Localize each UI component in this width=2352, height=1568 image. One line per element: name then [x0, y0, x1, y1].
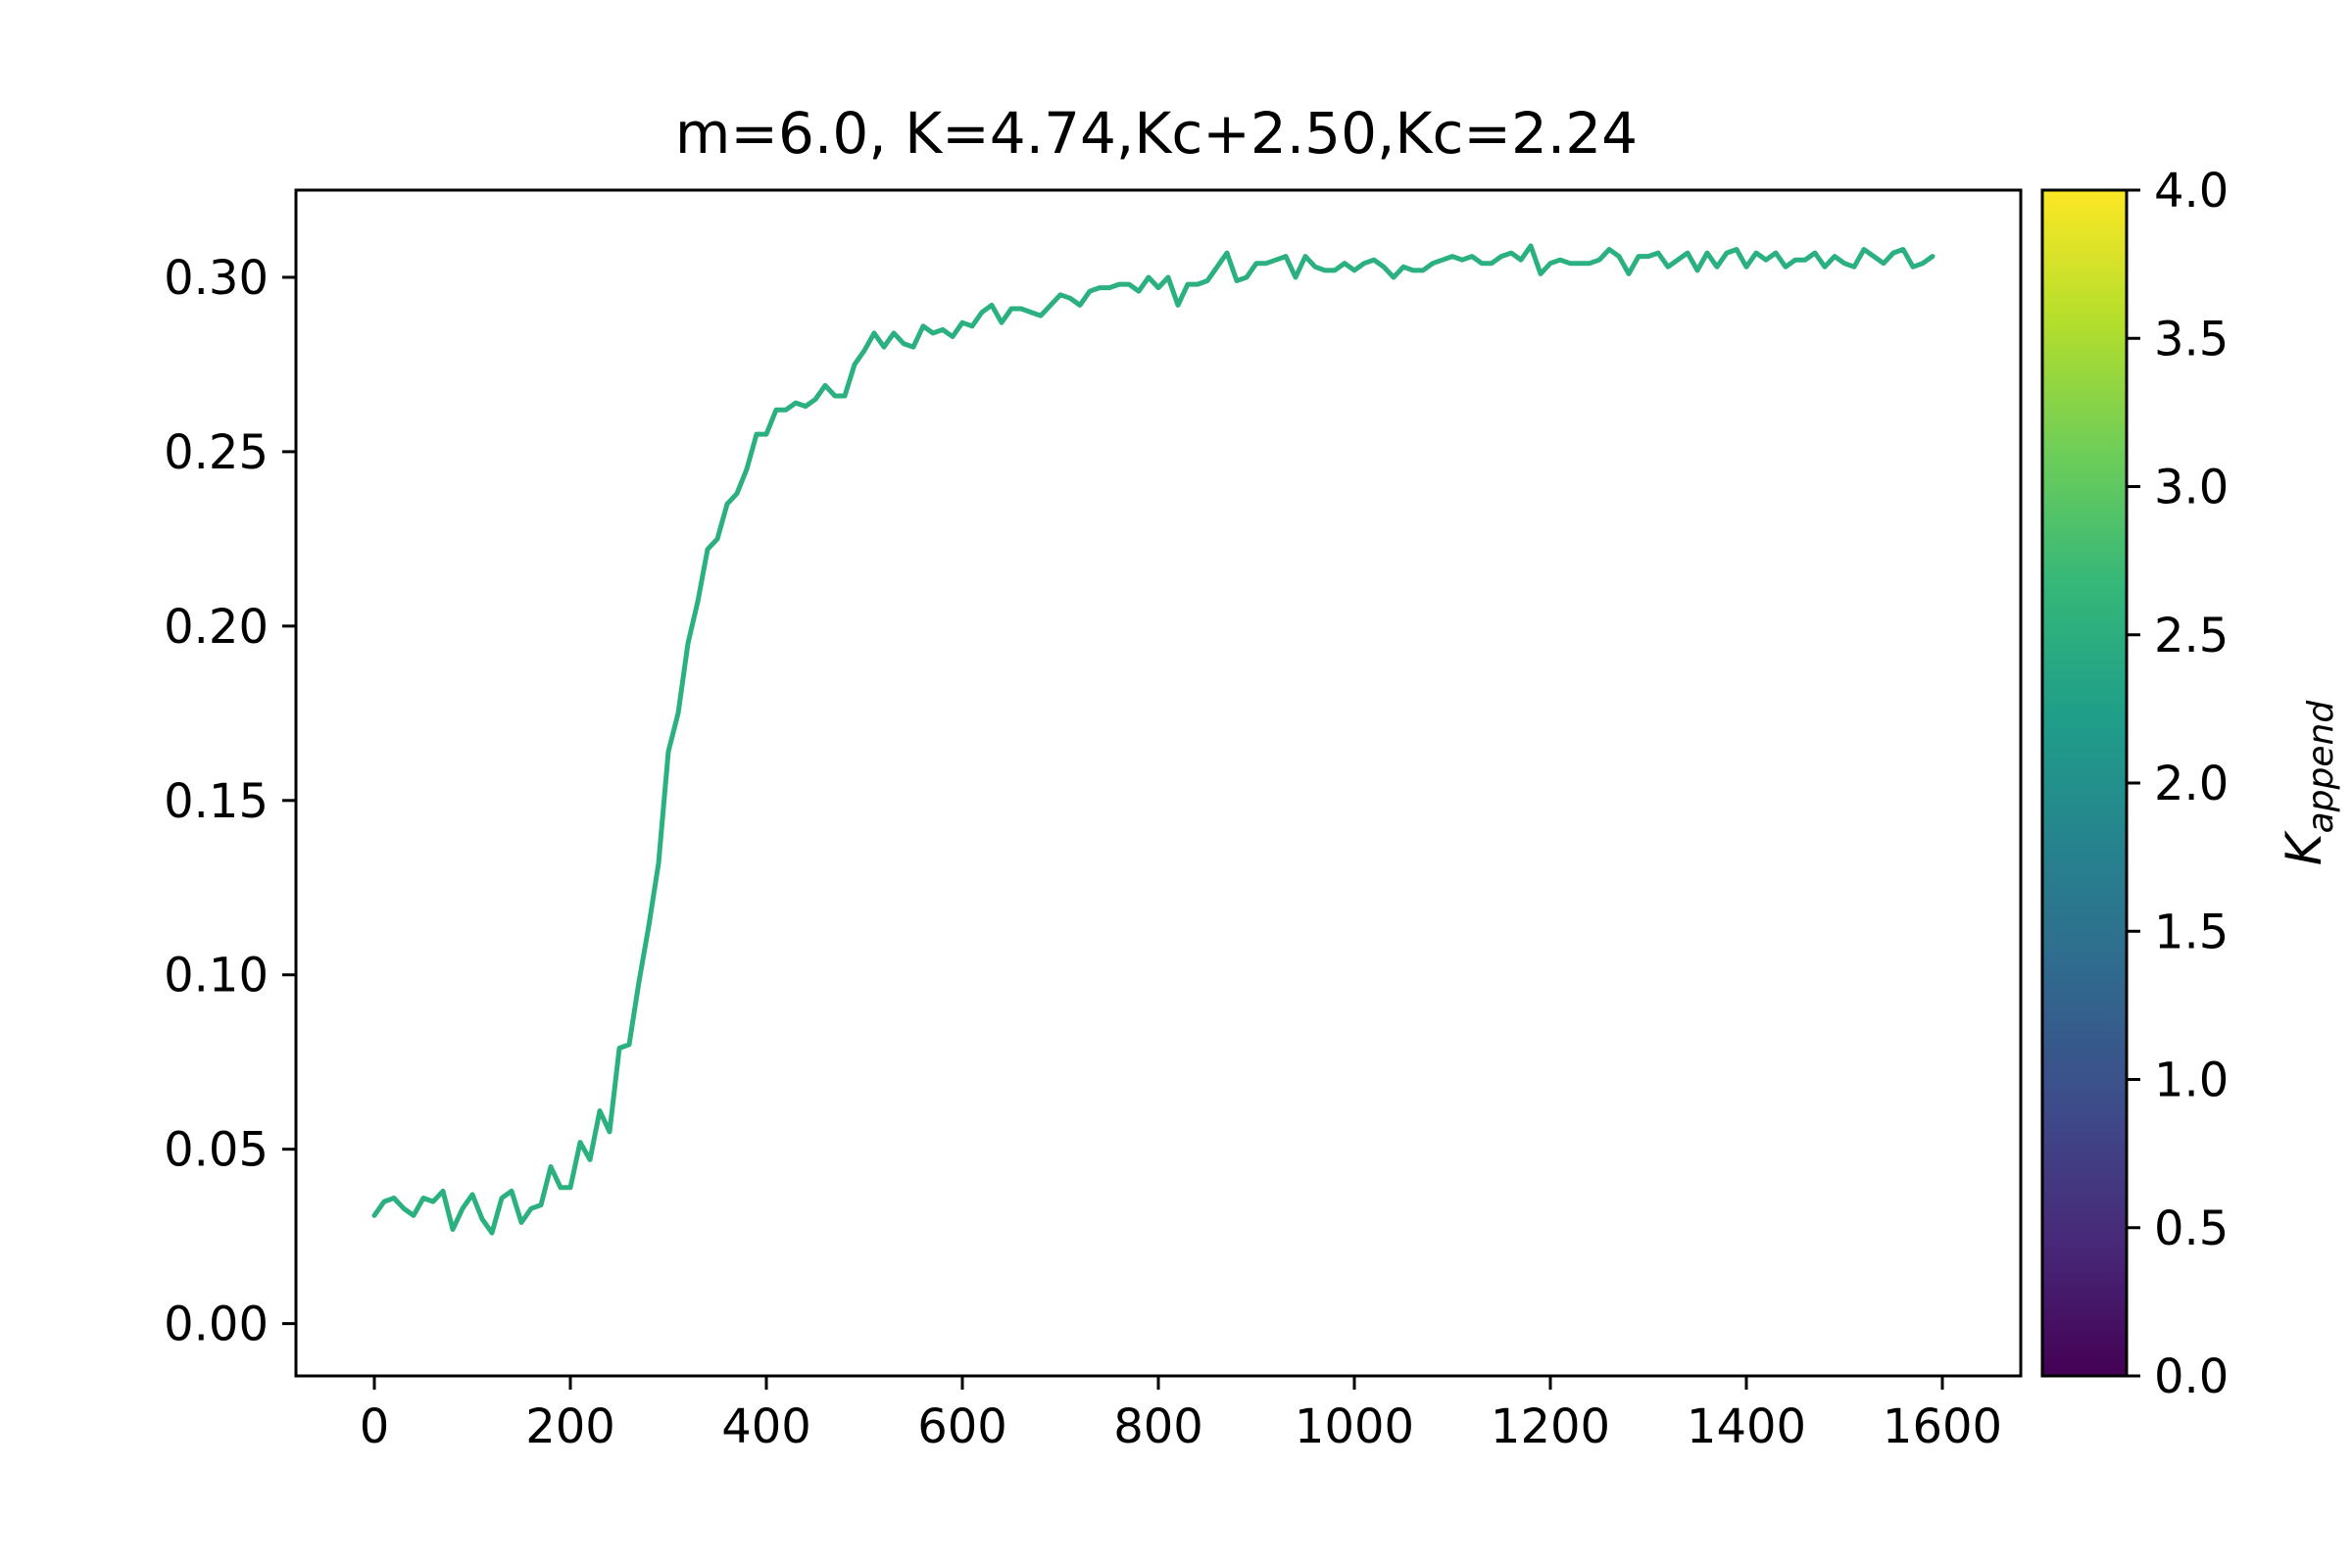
colorbar-tick-label: 3.0 — [2154, 461, 2229, 515]
x-tick-label: 200 — [525, 1399, 615, 1454]
x-tick-label: 800 — [1113, 1399, 1203, 1454]
y-tick-label: 0.15 — [164, 774, 269, 829]
y-tick-label: 0.10 — [164, 949, 269, 1004]
x-tick-label: 1600 — [1883, 1399, 2002, 1454]
colorbar-gradient — [2040, 188, 2129, 1378]
x-tick-label: 600 — [917, 1399, 1007, 1454]
series-line-0 — [371, 243, 1936, 1236]
x-tick-label: 1400 — [1687, 1399, 1806, 1454]
plot-area: 0 200 400 600 800 1000 1200 1400 1600 0.00 0.05 0.1… — [164, 188, 2023, 1454]
colorbar-label-subscript: append — [2301, 700, 2341, 834]
y-tick-label: 0.05 — [164, 1123, 269, 1178]
colorbar-tick-label: 0.5 — [2154, 1201, 2229, 1256]
x-tick-label: 400 — [721, 1399, 811, 1454]
y-tick-label: 0.20 — [164, 600, 269, 655]
colorbar-tick-label: 2.0 — [2154, 757, 2229, 811]
y-tick-label: 0.00 — [164, 1298, 269, 1352]
y-tick-label: 0.30 — [164, 251, 269, 306]
x-tick-label: 1000 — [1295, 1399, 1414, 1454]
colorbar: 0.0 0.5 1.0 1.5 2.0 2.5 3.0 3.5 4.0 Kappend — [2040, 164, 2341, 1404]
x-tick-label: 0 — [360, 1399, 390, 1454]
colorbar-tick-label: 3.5 — [2154, 312, 2229, 367]
colorbar-label: Kappend — [2276, 700, 2341, 866]
plot-frame — [294, 188, 2023, 1378]
colorbar-tick-label: 1.0 — [2154, 1054, 2229, 1108]
colorbar-tick-label: 4.0 — [2154, 164, 2229, 219]
colorbar-tick-label: 2.5 — [2154, 609, 2229, 663]
colorbar-label-main: K — [2276, 829, 2332, 865]
colorbar-tick-label: 0.0 — [2154, 1349, 2229, 1404]
colorbar-tick-label: 1.5 — [2154, 905, 2229, 959]
y-tick-label: 0.25 — [164, 425, 269, 480]
x-tick-label: 1200 — [1491, 1399, 1610, 1454]
chart-title: m=6.0, K=4.74,Kc+2.50,Kc=2.24 — [675, 100, 1638, 167]
